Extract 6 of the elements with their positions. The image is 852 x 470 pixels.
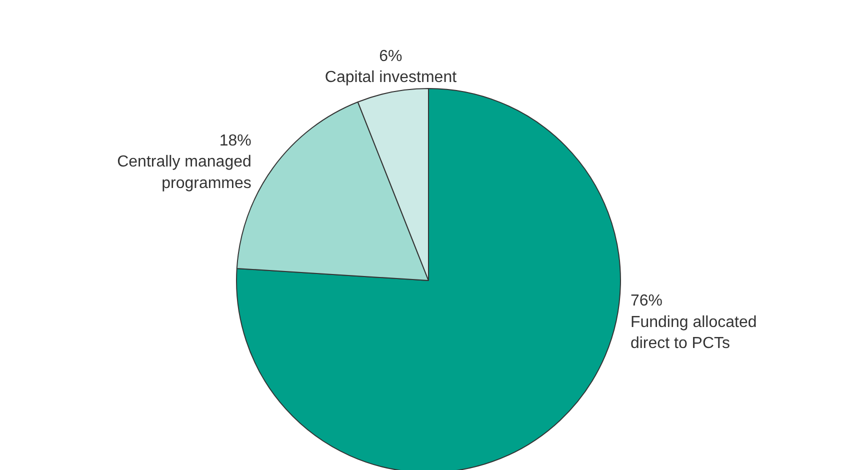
slice-label: Capital investment [324, 69, 458, 86]
slice-label: Funding allocated direct to PCTs [630, 314, 757, 352]
data-label: 76% [630, 292, 662, 310]
data-label: 6% [379, 48, 402, 65]
data-label: 18% [219, 132, 252, 150]
slice-label: Centrally managed programmes [117, 154, 252, 192]
